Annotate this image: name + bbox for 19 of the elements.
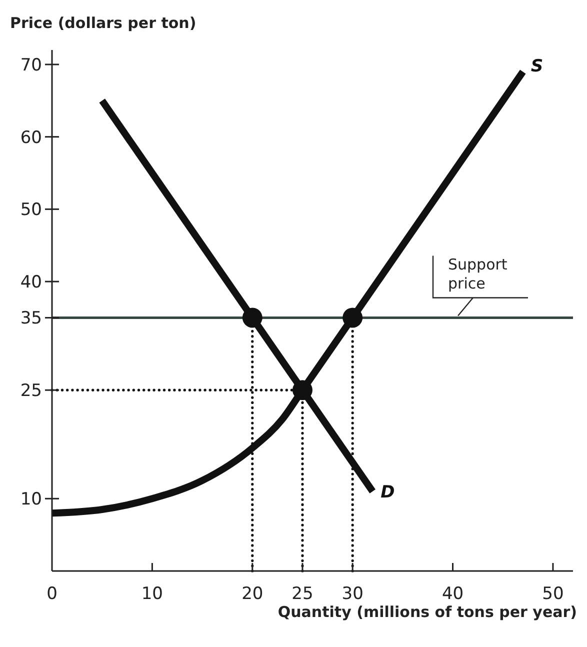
x-tick-label: 50	[542, 584, 564, 604]
series-label: D	[380, 482, 395, 502]
x-tick-label: 40	[442, 584, 464, 604]
y-tick-label: 35	[20, 308, 42, 329]
y-tick-label: 10	[20, 490, 42, 510]
series-label: S	[530, 56, 544, 77]
y-tick-label: 40	[20, 272, 42, 293]
y-tick-label: 70	[20, 55, 42, 76]
x-tick-label: 20	[242, 584, 264, 604]
x-tick-label: 30	[342, 584, 364, 604]
y-tick-label: 25	[20, 381, 42, 402]
ref-line-label: Support price	[448, 256, 508, 293]
x-tick-label: 25	[292, 584, 314, 604]
x-axis-title: Quantity (millions of tons per year)	[278, 603, 577, 621]
y-tick-label: 60	[20, 128, 42, 148]
x-tick-label: 10	[141, 584, 164, 604]
y-tick-label: 50	[20, 200, 42, 220]
x-tick-label: 0	[46, 584, 58, 604]
y-axis-title: Price (dollars per ton)	[10, 14, 196, 32]
